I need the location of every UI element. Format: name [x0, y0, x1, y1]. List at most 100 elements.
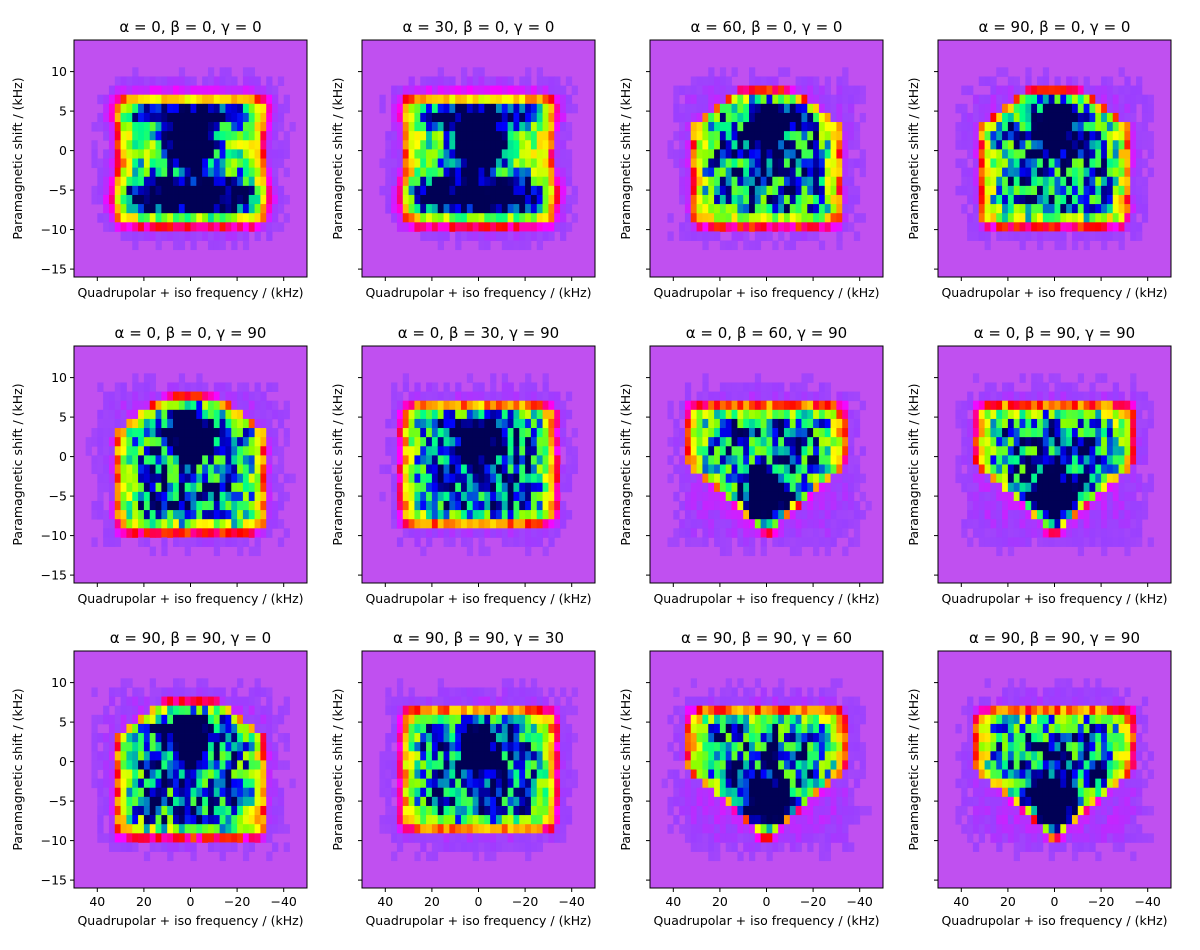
heatmap-cell [778, 94, 785, 105]
heatmap-cell [719, 491, 727, 502]
heatmap-cell [461, 158, 468, 169]
heatmap-cell [161, 687, 168, 697]
heatmap-cell [132, 705, 139, 716]
heatmap-cell [519, 112, 526, 123]
heatmap-cell [996, 428, 1003, 438]
heatmap-cell [749, 500, 756, 511]
heatmap-cell [754, 400, 762, 411]
heatmap-cell [461, 122, 468, 132]
heatmap-cell [1077, 528, 1085, 538]
heatmap-cell [536, 428, 543, 438]
heatmap-cell [443, 473, 450, 484]
heatmap-cell [138, 778, 145, 789]
heatmap-cell [778, 446, 785, 456]
heatmap-cell [402, 85, 409, 96]
heatmap-cell [126, 760, 133, 770]
heatmap-cell [202, 696, 209, 707]
panel-title: α = 0, β = 0, γ = 0 [119, 18, 261, 36]
heatmap-cell [1048, 122, 1055, 132]
heatmap-cell [972, 158, 980, 169]
heatmap-cell [242, 67, 250, 77]
heatmap-cell [1077, 546, 1085, 557]
heatmap-cell [1130, 455, 1137, 465]
heatmap-cell [725, 528, 732, 538]
heatmap-cell [490, 500, 497, 511]
heatmap-cell [801, 482, 808, 493]
heatmap-cell [684, 409, 692, 420]
heatmap-cell [196, 213, 203, 223]
heatmap-cell [472, 464, 479, 475]
heatmap-cell [213, 437, 221, 447]
heatmap-cell [108, 742, 116, 752]
heatmap-cell [114, 103, 122, 114]
heatmap-cell [420, 473, 427, 484]
heatmap-cell [242, 455, 250, 465]
heatmap-cell [391, 391, 398, 402]
heatmap-cell [1112, 528, 1119, 538]
heatmap-cell [132, 760, 139, 770]
heatmap-cell [702, 482, 709, 493]
heatmap-cell [272, 213, 279, 223]
heatmap-cell [961, 167, 968, 178]
heatmap-cell [1025, 167, 1032, 178]
heatmap-cell [248, 140, 255, 150]
heatmap-cell [472, 204, 479, 214]
heatmap-cell [813, 158, 820, 169]
heatmap-cell [190, 382, 197, 392]
heatmap-cell [984, 167, 991, 178]
heatmap-cell [1077, 537, 1085, 547]
heatmap-cell [178, 519, 186, 529]
heatmap-cell [548, 500, 555, 511]
heatmap-cell [225, 149, 232, 159]
heatmap-cell [402, 491, 409, 502]
heatmap-cell [242, 446, 250, 456]
heatmap-cell [708, 122, 715, 132]
heatmap-cell [272, 167, 279, 178]
heatmap-cell [126, 409, 133, 420]
heatmap-cell [554, 473, 561, 484]
heatmap-cell [190, 231, 197, 241]
heatmap-cell [696, 418, 703, 429]
heatmap-cell [391, 213, 398, 223]
heatmap-cell [1130, 373, 1137, 383]
heatmap-cell [842, 500, 849, 511]
heatmap-cell [984, 510, 991, 520]
heatmap-cell [853, 510, 861, 520]
heatmap-cell [507, 204, 514, 214]
heatmap-cell [196, 491, 203, 502]
heatmap-cell [1037, 418, 1044, 429]
heatmap-cell [207, 194, 215, 205]
heatmap-cell [213, 158, 221, 169]
heatmap-cell [161, 185, 168, 196]
heatmap-cell [848, 391, 855, 402]
heatmap-cell [554, 76, 561, 86]
heatmap-cell [1002, 85, 1009, 96]
heatmap-cell [178, 528, 186, 538]
heatmap-cell [132, 824, 139, 834]
heatmap-cell [184, 167, 191, 178]
heatmap-cell [420, 500, 427, 511]
heatmap-cell [783, 158, 791, 169]
heatmap-cell [248, 482, 255, 493]
heatmap-cell [818, 510, 826, 520]
heatmap-cell [961, 122, 968, 132]
heatmap-cell [1060, 112, 1067, 123]
heatmap-cell [149, 787, 156, 798]
heatmap-cell [984, 213, 991, 223]
heatmap-cell [242, 85, 250, 96]
heatmap-cell [391, 482, 398, 493]
heatmap-cell [190, 751, 197, 761]
heatmap-cell [155, 696, 162, 707]
heatmap-cell [126, 833, 133, 843]
heatmap-cell [673, 437, 680, 447]
heatmap-cell [414, 491, 421, 502]
heatmap-cell [1077, 204, 1085, 214]
heatmap-cells [667, 373, 872, 557]
heatmap-cell [178, 687, 186, 697]
heatmap-cell [1106, 537, 1114, 547]
heatmap-cell [1112, 510, 1119, 520]
heatmap-cell [542, 464, 549, 475]
heatmap-cell [789, 446, 797, 456]
heatmap-cell [149, 437, 156, 447]
heatmap-cell [155, 185, 162, 196]
